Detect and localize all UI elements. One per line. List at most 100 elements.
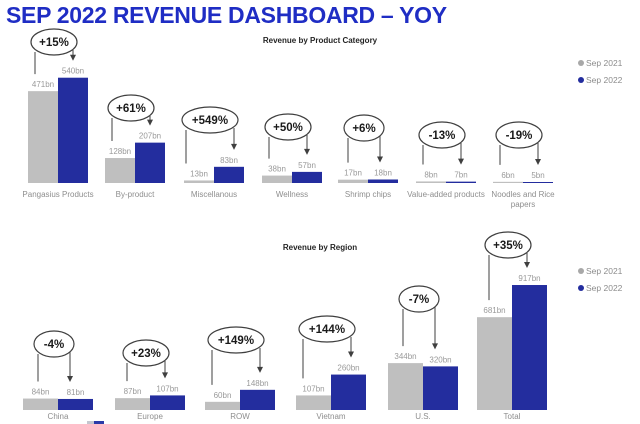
bar-sep-2021-value-added-products[interactable] xyxy=(416,181,446,183)
value-label-sep-2021-miscellanous: 13bn xyxy=(190,169,208,178)
category-label-row: ROW xyxy=(230,412,250,421)
delta-oval-u-s xyxy=(398,285,440,313)
value-label-sep-2021-wellness: 38bn xyxy=(268,165,286,174)
delta-label-wellness: +50% xyxy=(273,122,303,134)
page-title: SEP 2022 REVENUE DASHBOARD – YOY xyxy=(6,2,447,28)
bar-sep-2021-u-s[interactable] xyxy=(388,363,423,410)
bar-sep-2022-total[interactable] xyxy=(512,285,547,410)
value-label-sep-2022-value-added-products: 7bn xyxy=(454,171,467,180)
bar-sep-2022-shrimp-chips[interactable] xyxy=(368,179,398,183)
value-label-sep-2022-europe: 107bn xyxy=(156,384,178,393)
category-label-europe: Europe xyxy=(137,412,163,421)
category-label-total: Total xyxy=(504,412,521,421)
bar-sep-2022-wellness[interactable] xyxy=(292,171,322,183)
delta-label-noodles-and-rice-papers: -19% xyxy=(506,130,533,142)
delta-oval-pangasius-products xyxy=(30,28,78,56)
category-label-shrimp-chips: Shrimp chips xyxy=(345,190,391,199)
delta-oval-vietnam xyxy=(298,315,356,343)
category-label-by-product: By-product xyxy=(116,190,155,199)
legend-region-chart: Sep 2021 Sep 2022 xyxy=(578,262,638,296)
arrow-down-icon-value-added-products xyxy=(458,158,464,165)
category-label-miscellanous: Miscellanous xyxy=(191,190,237,199)
delta-label-u-s: -7% xyxy=(409,294,429,306)
value-label-sep-2021-value-added-products: 8bn xyxy=(424,170,437,179)
bar-sep-2022-miscellanous[interactable] xyxy=(214,166,244,183)
arrow-down-icon-china xyxy=(67,375,73,382)
category-label-u-s: U.S. xyxy=(415,412,431,421)
arrow-down-icon-shrimp-chips xyxy=(377,156,383,163)
bar-sep-2021-noodles-and-rice-papers[interactable] xyxy=(493,181,523,183)
category-label-china: China xyxy=(48,412,69,421)
value-label-sep-2021-u-s: 344bn xyxy=(394,352,416,361)
delta-label-value-added-products: -13% xyxy=(429,130,456,142)
delta-label-china: -4% xyxy=(44,339,64,351)
value-label-sep-2021-europe: 87bn xyxy=(124,387,142,396)
delta-oval-china xyxy=(33,330,75,358)
legend-item-sep-2022[interactable]: Sep 2022 xyxy=(578,279,638,296)
bar-sep-2022-by-product[interactable] xyxy=(135,142,165,183)
value-label-sep-2022-by-product: 207bn xyxy=(139,132,161,141)
category-label-vietnam: Vietnam xyxy=(316,412,346,421)
arrow-down-icon-u-s xyxy=(432,343,438,350)
delta-label-miscellanous: +549% xyxy=(192,115,228,127)
bar-sep-2021-china[interactable] xyxy=(23,398,58,410)
category-label-wellness: Wellness xyxy=(276,190,308,199)
delta-oval-noodles-and-rice-papers xyxy=(495,121,543,149)
bar-sep-2021-row[interactable] xyxy=(205,401,240,410)
delta-oval-row xyxy=(207,326,265,354)
category-label-pangasius-products: Pangasius Products xyxy=(22,190,93,199)
bar-sep-2021-vietnam[interactable] xyxy=(296,395,331,410)
bar-sep-2022-pangasius-products[interactable] xyxy=(58,77,88,183)
delta-label-shrimp-chips: +6% xyxy=(352,123,375,135)
delta-oval-miscellanous xyxy=(181,106,239,134)
delta-label-vietnam: +144% xyxy=(309,324,345,336)
legend-item-sep-2021[interactable]: Sep 2021 xyxy=(578,54,638,71)
bar-sep-2021-total[interactable] xyxy=(477,317,512,410)
delta-label-total: +35% xyxy=(493,240,523,252)
sep-2021-dot-icon xyxy=(578,59,584,66)
value-label-sep-2021-row: 60bn xyxy=(214,391,232,400)
arrow-down-icon-miscellanous xyxy=(231,143,237,150)
delta-oval-value-added-products xyxy=(418,121,466,149)
bar-sep-2022-noodles-and-rice-papers[interactable] xyxy=(523,182,553,183)
bar-sep-2021-miscellanous[interactable] xyxy=(184,180,214,183)
value-label-sep-2022-total: 917bn xyxy=(518,274,540,283)
cropped-blue-fragment xyxy=(94,421,104,424)
delta-label-by-product: +61% xyxy=(116,103,146,115)
bar-sep-2022-china[interactable] xyxy=(58,398,93,410)
bar-sep-2022-vietnam[interactable] xyxy=(331,374,366,410)
bar-sep-2021-wellness[interactable] xyxy=(262,175,292,183)
sep-2022-dot-icon xyxy=(578,76,584,83)
value-label-sep-2021-noodles-and-rice-papers: 6bn xyxy=(501,171,514,180)
delta-label-row: +149% xyxy=(218,335,254,347)
legend-label: Sep 2022 xyxy=(586,74,623,85)
value-label-sep-2021-total: 681bn xyxy=(483,306,505,315)
bar-sep-2021-by-product[interactable] xyxy=(105,158,135,183)
bar-sep-2022-europe[interactable] xyxy=(150,395,185,410)
arrow-down-icon-vietnam xyxy=(348,351,354,358)
cropped-gray-fragment xyxy=(87,421,94,424)
value-label-sep-2022-miscellanous: 83bn xyxy=(220,156,238,165)
legend-item-sep-2022[interactable]: Sep 2022 xyxy=(578,71,638,88)
arrow-down-icon-by-product xyxy=(147,119,153,126)
legend-item-sep-2021[interactable]: Sep 2021 xyxy=(578,262,638,279)
sep-2021-dot-icon xyxy=(578,267,584,274)
bar-sep-2022-u-s[interactable] xyxy=(423,366,458,410)
bar-sep-2021-pangasius-products[interactable] xyxy=(28,91,58,183)
delta-oval-europe xyxy=(122,339,170,367)
bar-sep-2022-row[interactable] xyxy=(240,389,275,410)
region-chart-title: Revenue by Region xyxy=(282,243,358,252)
value-label-sep-2022-u-s: 320bn xyxy=(429,355,451,364)
cropped-partial-element xyxy=(87,421,104,424)
delta-label-europe: +23% xyxy=(131,348,161,360)
legend-label: Sep 2021 xyxy=(586,57,623,68)
arrow-down-icon-wellness xyxy=(304,148,310,155)
bar-sep-2022-value-added-products[interactable] xyxy=(446,181,476,183)
bar-sep-2021-europe[interactable] xyxy=(115,398,150,410)
delta-label-pangasius-products: +15% xyxy=(39,37,69,49)
delta-oval-total xyxy=(484,231,532,259)
bar-sep-2021-shrimp-chips[interactable] xyxy=(338,179,368,183)
arrow-down-icon-row xyxy=(257,366,263,373)
product-chart-title: Revenue by Product Category xyxy=(262,36,378,45)
